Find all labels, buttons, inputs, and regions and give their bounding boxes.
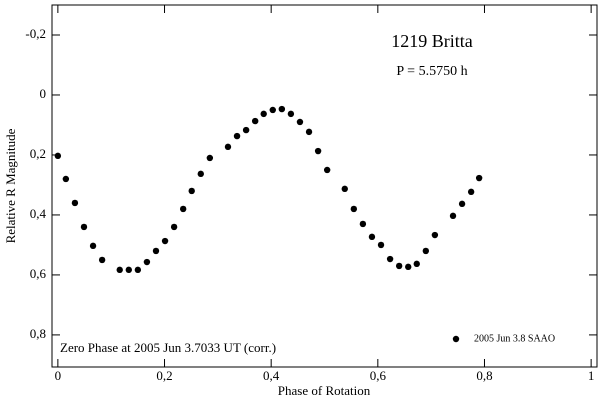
data-point — [350, 205, 358, 213]
chart-title: 1219 Britta — [391, 31, 473, 51]
data-point — [475, 174, 483, 182]
data-point — [89, 242, 97, 250]
data-point — [422, 247, 430, 255]
data-point — [386, 255, 394, 263]
data-point — [161, 237, 169, 245]
y-axis-label: Relative R Magnitude — [3, 128, 18, 243]
legend-marker — [452, 335, 460, 343]
data-point — [377, 241, 385, 249]
data-point — [188, 187, 195, 195]
y-tick-label: -0,2 — [25, 26, 46, 41]
y-tick-label: 0,4 — [30, 206, 47, 221]
data-point — [458, 200, 466, 208]
y-tick-label: 0,2 — [30, 146, 46, 161]
data-point — [405, 263, 412, 271]
data-point — [197, 170, 204, 178]
data-point — [80, 223, 88, 231]
x-tick-label: 0,6 — [370, 368, 387, 383]
data-point — [116, 266, 123, 274]
x-axis-label: Phase of Rotation — [278, 383, 371, 398]
data-point — [449, 212, 457, 220]
x-tick-label: 0,8 — [476, 368, 492, 383]
x-tick-label: 1 — [588, 368, 595, 383]
x-tick-label: 0 — [55, 368, 62, 383]
data-point — [242, 126, 250, 134]
data-point — [179, 205, 187, 213]
data-point — [224, 143, 232, 151]
data-point — [368, 233, 376, 241]
data-point — [260, 110, 267, 118]
data-point — [287, 110, 295, 118]
annotation: Zero Phase at 2005 Jun 3.7033 UT (corr.) — [60, 340, 276, 355]
chart-subtitle: P = 5.5750 h — [396, 64, 467, 79]
data-point — [251, 117, 259, 125]
data-point — [134, 266, 142, 274]
x-tick-label: 0,2 — [156, 368, 172, 383]
data-point — [323, 166, 331, 174]
data-point — [296, 118, 304, 126]
y-tick-label: 0,6 — [30, 266, 47, 281]
data-point — [98, 256, 106, 264]
data-point — [395, 262, 403, 270]
data-point — [170, 223, 178, 231]
data-point — [54, 152, 62, 160]
data-point — [269, 106, 276, 114]
data-point — [152, 247, 160, 255]
y-tick-label: 0,8 — [30, 326, 46, 341]
data-point — [206, 154, 214, 162]
data-point — [125, 266, 132, 274]
data-point — [305, 128, 313, 136]
data-point — [341, 185, 348, 193]
data-point — [413, 260, 420, 268]
data-point — [431, 231, 439, 239]
x-tick-label: 0,4 — [263, 368, 280, 383]
data-point — [467, 188, 475, 196]
y-tick-label: 0 — [40, 86, 47, 101]
data-point — [62, 175, 70, 183]
data-point — [359, 220, 367, 228]
data-point — [314, 147, 322, 155]
legend-label: 2005 Jun 3.8 SAAO — [474, 333, 555, 344]
data-point — [233, 132, 241, 140]
data-point — [278, 105, 286, 113]
plot-frame — [51, 4, 598, 368]
data-point — [143, 258, 151, 266]
data-point — [71, 199, 79, 207]
